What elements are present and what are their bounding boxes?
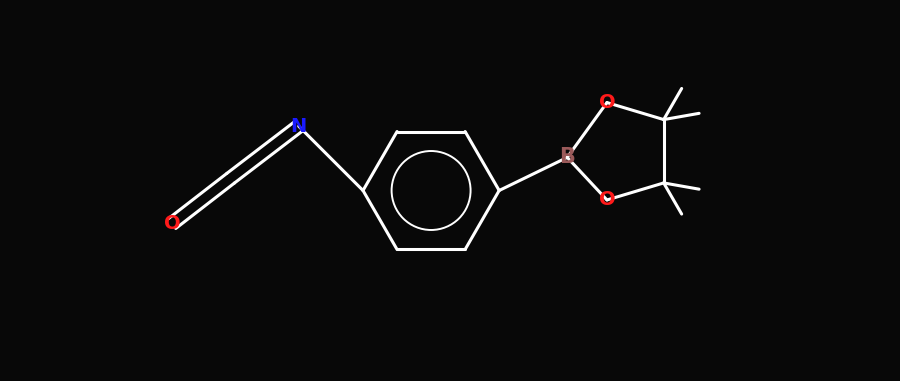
Text: N: N [291,117,307,136]
Text: B: B [559,147,575,167]
Text: O: O [598,93,616,112]
Text: O: O [598,190,616,210]
Text: O: O [164,214,180,233]
